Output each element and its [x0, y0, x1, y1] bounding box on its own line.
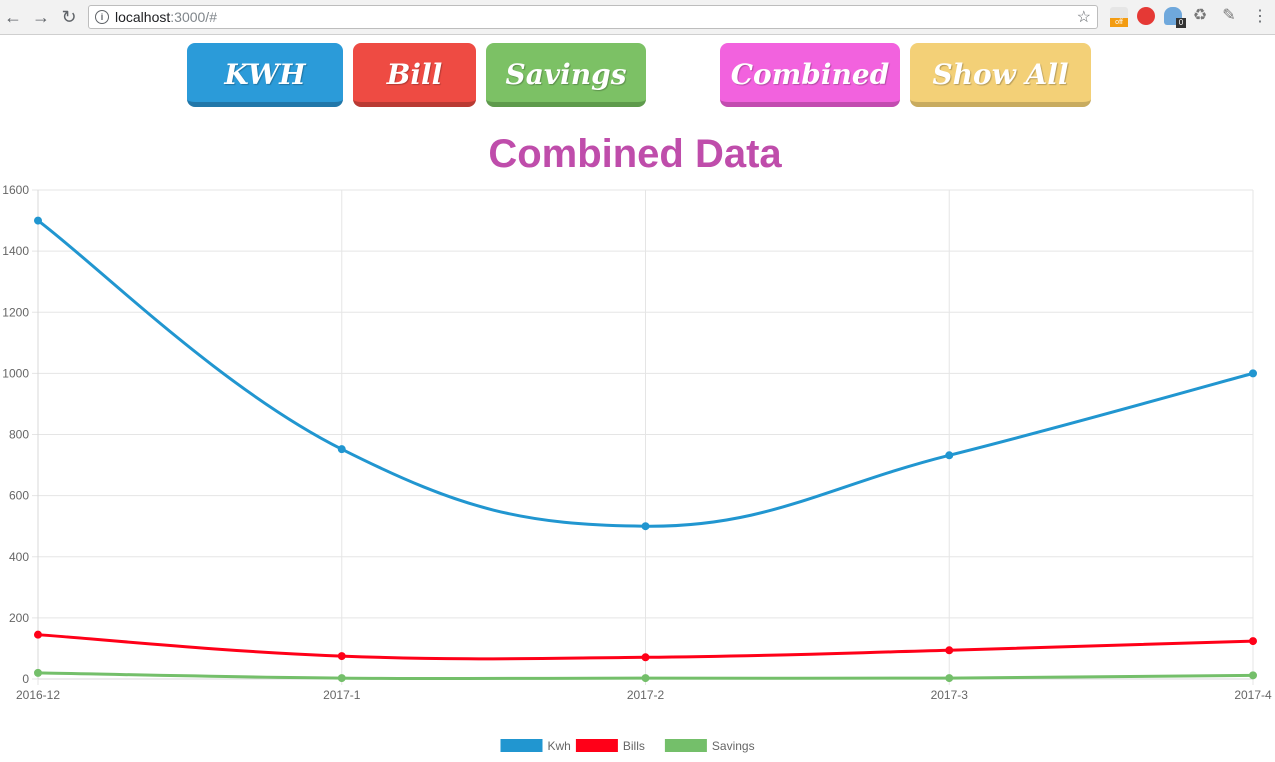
y-tick-label: 1000 [2, 366, 29, 380]
y-tick-label: 200 [9, 611, 29, 625]
y-tick-label: 1400 [2, 244, 29, 258]
browser-menu-icon[interactable]: ⋮ [1252, 8, 1268, 25]
bookmark-star-icon[interactable]: ☆ [1076, 9, 1091, 26]
data-point-kwh [1249, 369, 1257, 378]
y-tick-label: 0 [22, 672, 29, 686]
chart-title: Combined Data [488, 132, 782, 176]
show-all-button[interactable]: Show All [910, 43, 1091, 107]
combined-button[interactable]: Combined [720, 43, 900, 107]
address-bar[interactable]: i localhost:3000/# ☆ [88, 5, 1098, 29]
data-point-savings [34, 668, 42, 677]
opera-extension-icon[interactable] [1137, 7, 1155, 25]
x-tick-label: 2016-12 [16, 688, 60, 702]
y-tick-label: 400 [9, 550, 29, 564]
savings-button[interactable]: Savings [486, 43, 646, 107]
extension-off-badge: off [1110, 18, 1128, 27]
x-tick-label: 2017-1 [323, 688, 361, 702]
legend-swatch-kwh [500, 739, 543, 752]
legend-swatch-savings [664, 739, 707, 752]
x-tick-label: 2017-4 [1234, 688, 1272, 702]
data-point-savings [337, 674, 346, 683]
url-text: localhost:3000/# [115, 9, 217, 25]
data-point-bills [1249, 637, 1257, 646]
extension-off-icon[interactable]: off [1110, 7, 1128, 27]
y-tick-label: 1200 [2, 305, 29, 319]
extension-count-badge: 0 [1176, 18, 1186, 28]
forward-arrow-icon[interactable]: → [32, 7, 50, 27]
data-point-bills [945, 646, 954, 655]
browser-toolbar: ← → ↻ i localhost:3000/# ☆ off 0 ♻ ✎ ⋮ [0, 0, 1275, 35]
data-point-savings [945, 674, 954, 683]
ghost-extension-icon[interactable]: 0 [1164, 7, 1186, 28]
data-point-kwh [34, 216, 42, 225]
y-tick-label: 600 [9, 489, 29, 503]
data-point-kwh [337, 445, 346, 454]
data-point-kwh [641, 522, 650, 531]
info-icon[interactable]: i [95, 10, 109, 24]
bill-button[interactable]: Bill [353, 43, 476, 107]
data-point-savings [641, 674, 650, 683]
reload-icon[interactable]: ↻ [61, 7, 77, 27]
data-point-savings [1249, 671, 1257, 680]
legend-label-savings: Savings [712, 739, 755, 753]
data-point-kwh [945, 451, 954, 460]
y-tick-label: 800 [9, 428, 29, 442]
data-point-bills [34, 630, 42, 639]
data-point-bills [641, 653, 650, 662]
y-tick-label: 1600 [2, 183, 29, 197]
recycle-extension-icon[interactable]: ♻ [1192, 7, 1208, 24]
eyedropper-extension-icon[interactable]: ✎ [1222, 7, 1236, 24]
legend-swatch-bills [575, 739, 618, 752]
legend-label-bills: Bills [623, 739, 645, 753]
back-arrow-icon[interactable]: ← [4, 7, 22, 27]
legend-label-kwh: Kwh [548, 739, 571, 753]
kwh-button[interactable]: KWH [187, 43, 343, 107]
line-chart: 0 200 400 600 800 1000 1200 1400 1600 2016-12 2017… [2, 183, 1272, 753]
x-tick-label: 2017-2 [627, 688, 665, 702]
x-tick-label: 2017-3 [931, 688, 969, 702]
data-point-bills [337, 652, 346, 661]
